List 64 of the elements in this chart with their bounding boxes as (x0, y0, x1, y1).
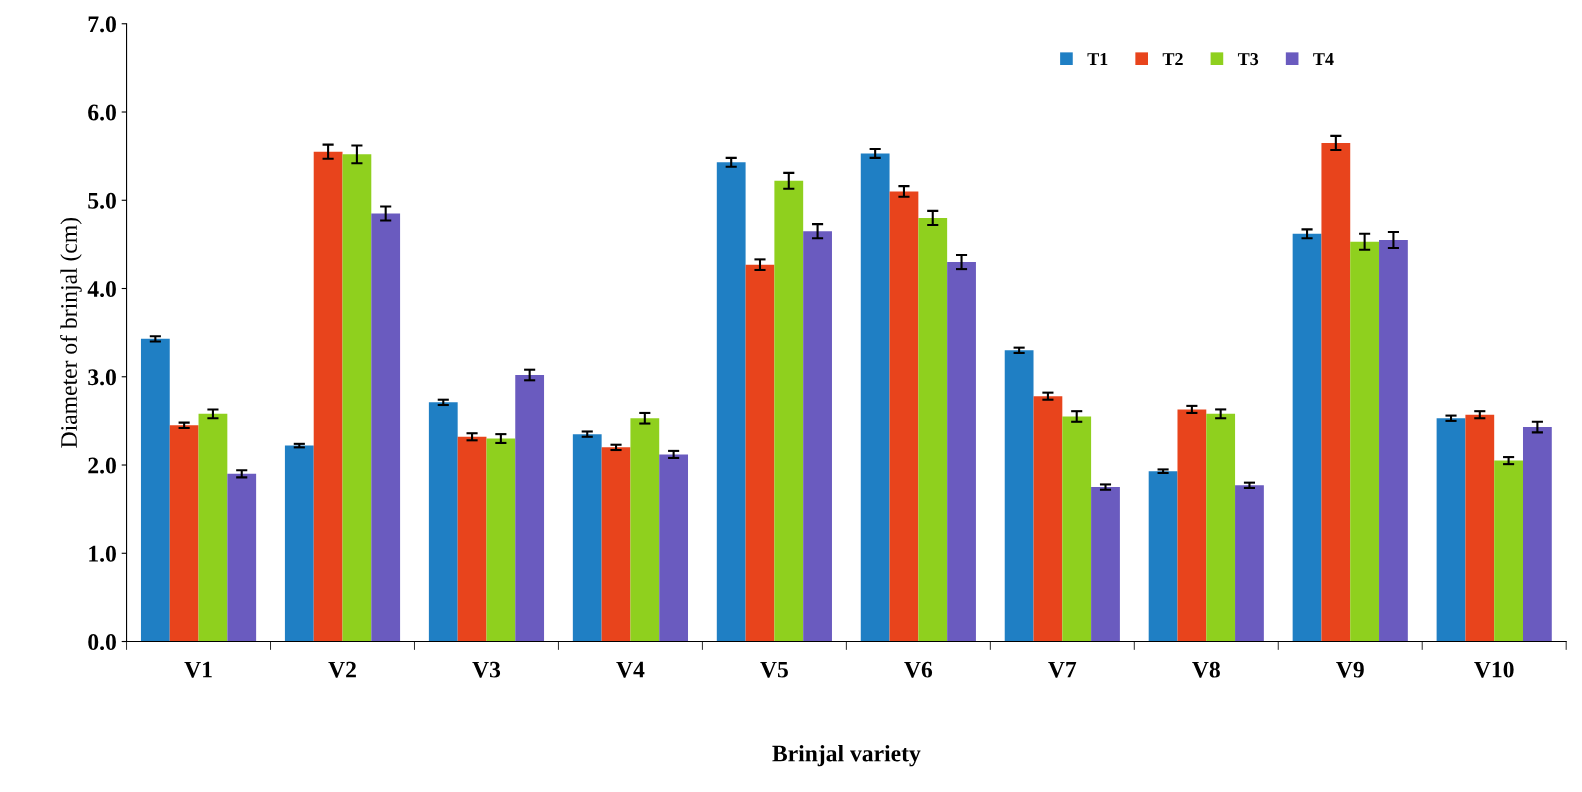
y-tick-label: 4.0 (87, 281, 116, 298)
x-tick-label: V9 (1336, 661, 1364, 678)
legend-label: T4 (1313, 53, 1334, 65)
x-tick-label: V5 (760, 661, 788, 678)
legend-label: T2 (1162, 53, 1183, 65)
x-tick-label: V3 (472, 661, 501, 678)
bar (169, 425, 199, 642)
bar (486, 438, 516, 642)
bar (1379, 239, 1408, 642)
bar (889, 191, 919, 642)
bar (1522, 427, 1552, 642)
bar (572, 434, 602, 642)
bar (313, 151, 343, 642)
bar (1436, 418, 1466, 642)
bar (342, 154, 372, 642)
bar (1292, 233, 1322, 642)
bar (1033, 396, 1063, 642)
y-tick-label: 0.0 (88, 634, 116, 651)
bar (659, 454, 689, 642)
bar (918, 217, 948, 642)
bar (1235, 485, 1264, 642)
x-tick-label: V10 (1474, 661, 1514, 678)
legend-label: T3 (1237, 53, 1259, 66)
bar (1206, 413, 1236, 642)
y-tick-label: 7.0 (88, 16, 116, 33)
bar (1004, 350, 1034, 642)
bar (1062, 416, 1092, 642)
bar (601, 447, 631, 642)
bar (1091, 487, 1120, 642)
bar (1321, 142, 1351, 642)
x-axis-title: Brinjal variety (772, 744, 921, 767)
bar (284, 445, 314, 642)
bar (1148, 471, 1178, 642)
bar (1494, 460, 1523, 642)
bar (947, 262, 976, 642)
bar (803, 231, 832, 642)
y-tick-label: 6.0 (88, 104, 116, 121)
bar (198, 413, 228, 642)
y-axis-title: Diameter of brinjal (cm) (60, 217, 82, 448)
bar (630, 418, 660, 642)
x-tick-label: V8 (1192, 661, 1220, 678)
bar (371, 213, 401, 642)
bar (860, 153, 890, 642)
bar (140, 338, 170, 642)
bar (515, 375, 545, 642)
bar (1177, 409, 1207, 642)
bar (1465, 414, 1495, 642)
bar (745, 264, 775, 642)
legend-label: T1 (1087, 53, 1108, 65)
y-tick-label: 5.0 (88, 192, 116, 209)
y-tick-label: 2.0 (88, 457, 116, 474)
x-tick-label: V4 (616, 661, 645, 678)
x-tick-label: V6 (904, 661, 933, 678)
bar (774, 180, 804, 642)
x-tick-label: V1 (184, 661, 212, 678)
bar (457, 436, 487, 642)
bar (1350, 241, 1380, 642)
bar (227, 473, 257, 642)
x-tick-label: V7 (1048, 661, 1077, 678)
bar (716, 162, 746, 642)
bar (428, 402, 458, 642)
y-tick-label: 3.0 (88, 369, 116, 386)
y-tick-label: 1.0 (89, 545, 116, 562)
x-tick-label: V2 (328, 661, 356, 678)
